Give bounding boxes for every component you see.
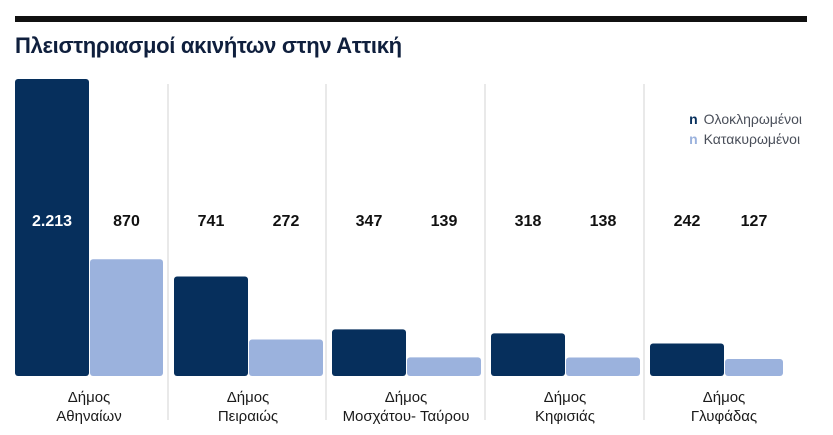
bar-awarded bbox=[249, 339, 323, 376]
data-label: 347 bbox=[356, 213, 383, 230]
data-label: 138 bbox=[590, 213, 617, 230]
bar-awarded bbox=[566, 357, 640, 376]
bar-awarded bbox=[90, 259, 163, 376]
category-label: Δήμος bbox=[703, 389, 746, 406]
data-label: 741 bbox=[198, 213, 225, 230]
bar-completed bbox=[15, 79, 89, 376]
category-label: Δήμος bbox=[385, 389, 428, 406]
legend-item-completed: n Ολοκληρωμένοι bbox=[689, 109, 802, 129]
bar-awarded bbox=[725, 358, 783, 376]
legend-label-completed: Ολοκληρωμένοι bbox=[703, 111, 802, 127]
data-label: 139 bbox=[431, 213, 458, 230]
category-label: Δήμος bbox=[544, 389, 587, 406]
category-label: Κηφισιάς bbox=[535, 408, 595, 425]
top-rule bbox=[15, 16, 807, 22]
data-label: 2.213 bbox=[32, 213, 72, 230]
bar-completed bbox=[332, 329, 406, 376]
category-label: Δήμος bbox=[227, 389, 270, 406]
legend-label-awarded: Κατακυρωμένοι bbox=[703, 131, 801, 147]
legend-marker-awarded: n bbox=[689, 131, 698, 147]
bar-completed bbox=[650, 343, 724, 376]
bar-awarded bbox=[407, 357, 481, 376]
category-label: Δήμος bbox=[68, 389, 111, 406]
data-label: 318 bbox=[515, 213, 542, 230]
data-label: 870 bbox=[113, 213, 140, 230]
bar-completed bbox=[491, 333, 565, 376]
category-label: Πειραιώς bbox=[218, 408, 278, 425]
data-label: 272 bbox=[273, 213, 300, 230]
chart-title: Πλειστηριασμοί ακινήτων στην Αττική bbox=[15, 33, 402, 58]
legend-marker-completed: n bbox=[689, 111, 698, 127]
legend: n Ολοκληρωμένοι n Κατακυρωμένοι bbox=[689, 109, 802, 149]
bar-completed bbox=[174, 276, 248, 376]
data-label: 242 bbox=[674, 213, 701, 230]
category-label: Αθηναίων bbox=[56, 408, 121, 425]
data-label: 127 bbox=[741, 213, 768, 230]
legend-item-awarded: n Κατακυρωμένοι bbox=[689, 129, 802, 149]
category-label: Μοσχάτου- Ταύρου bbox=[343, 408, 470, 425]
category-label: Γλυφάδας bbox=[691, 408, 757, 425]
